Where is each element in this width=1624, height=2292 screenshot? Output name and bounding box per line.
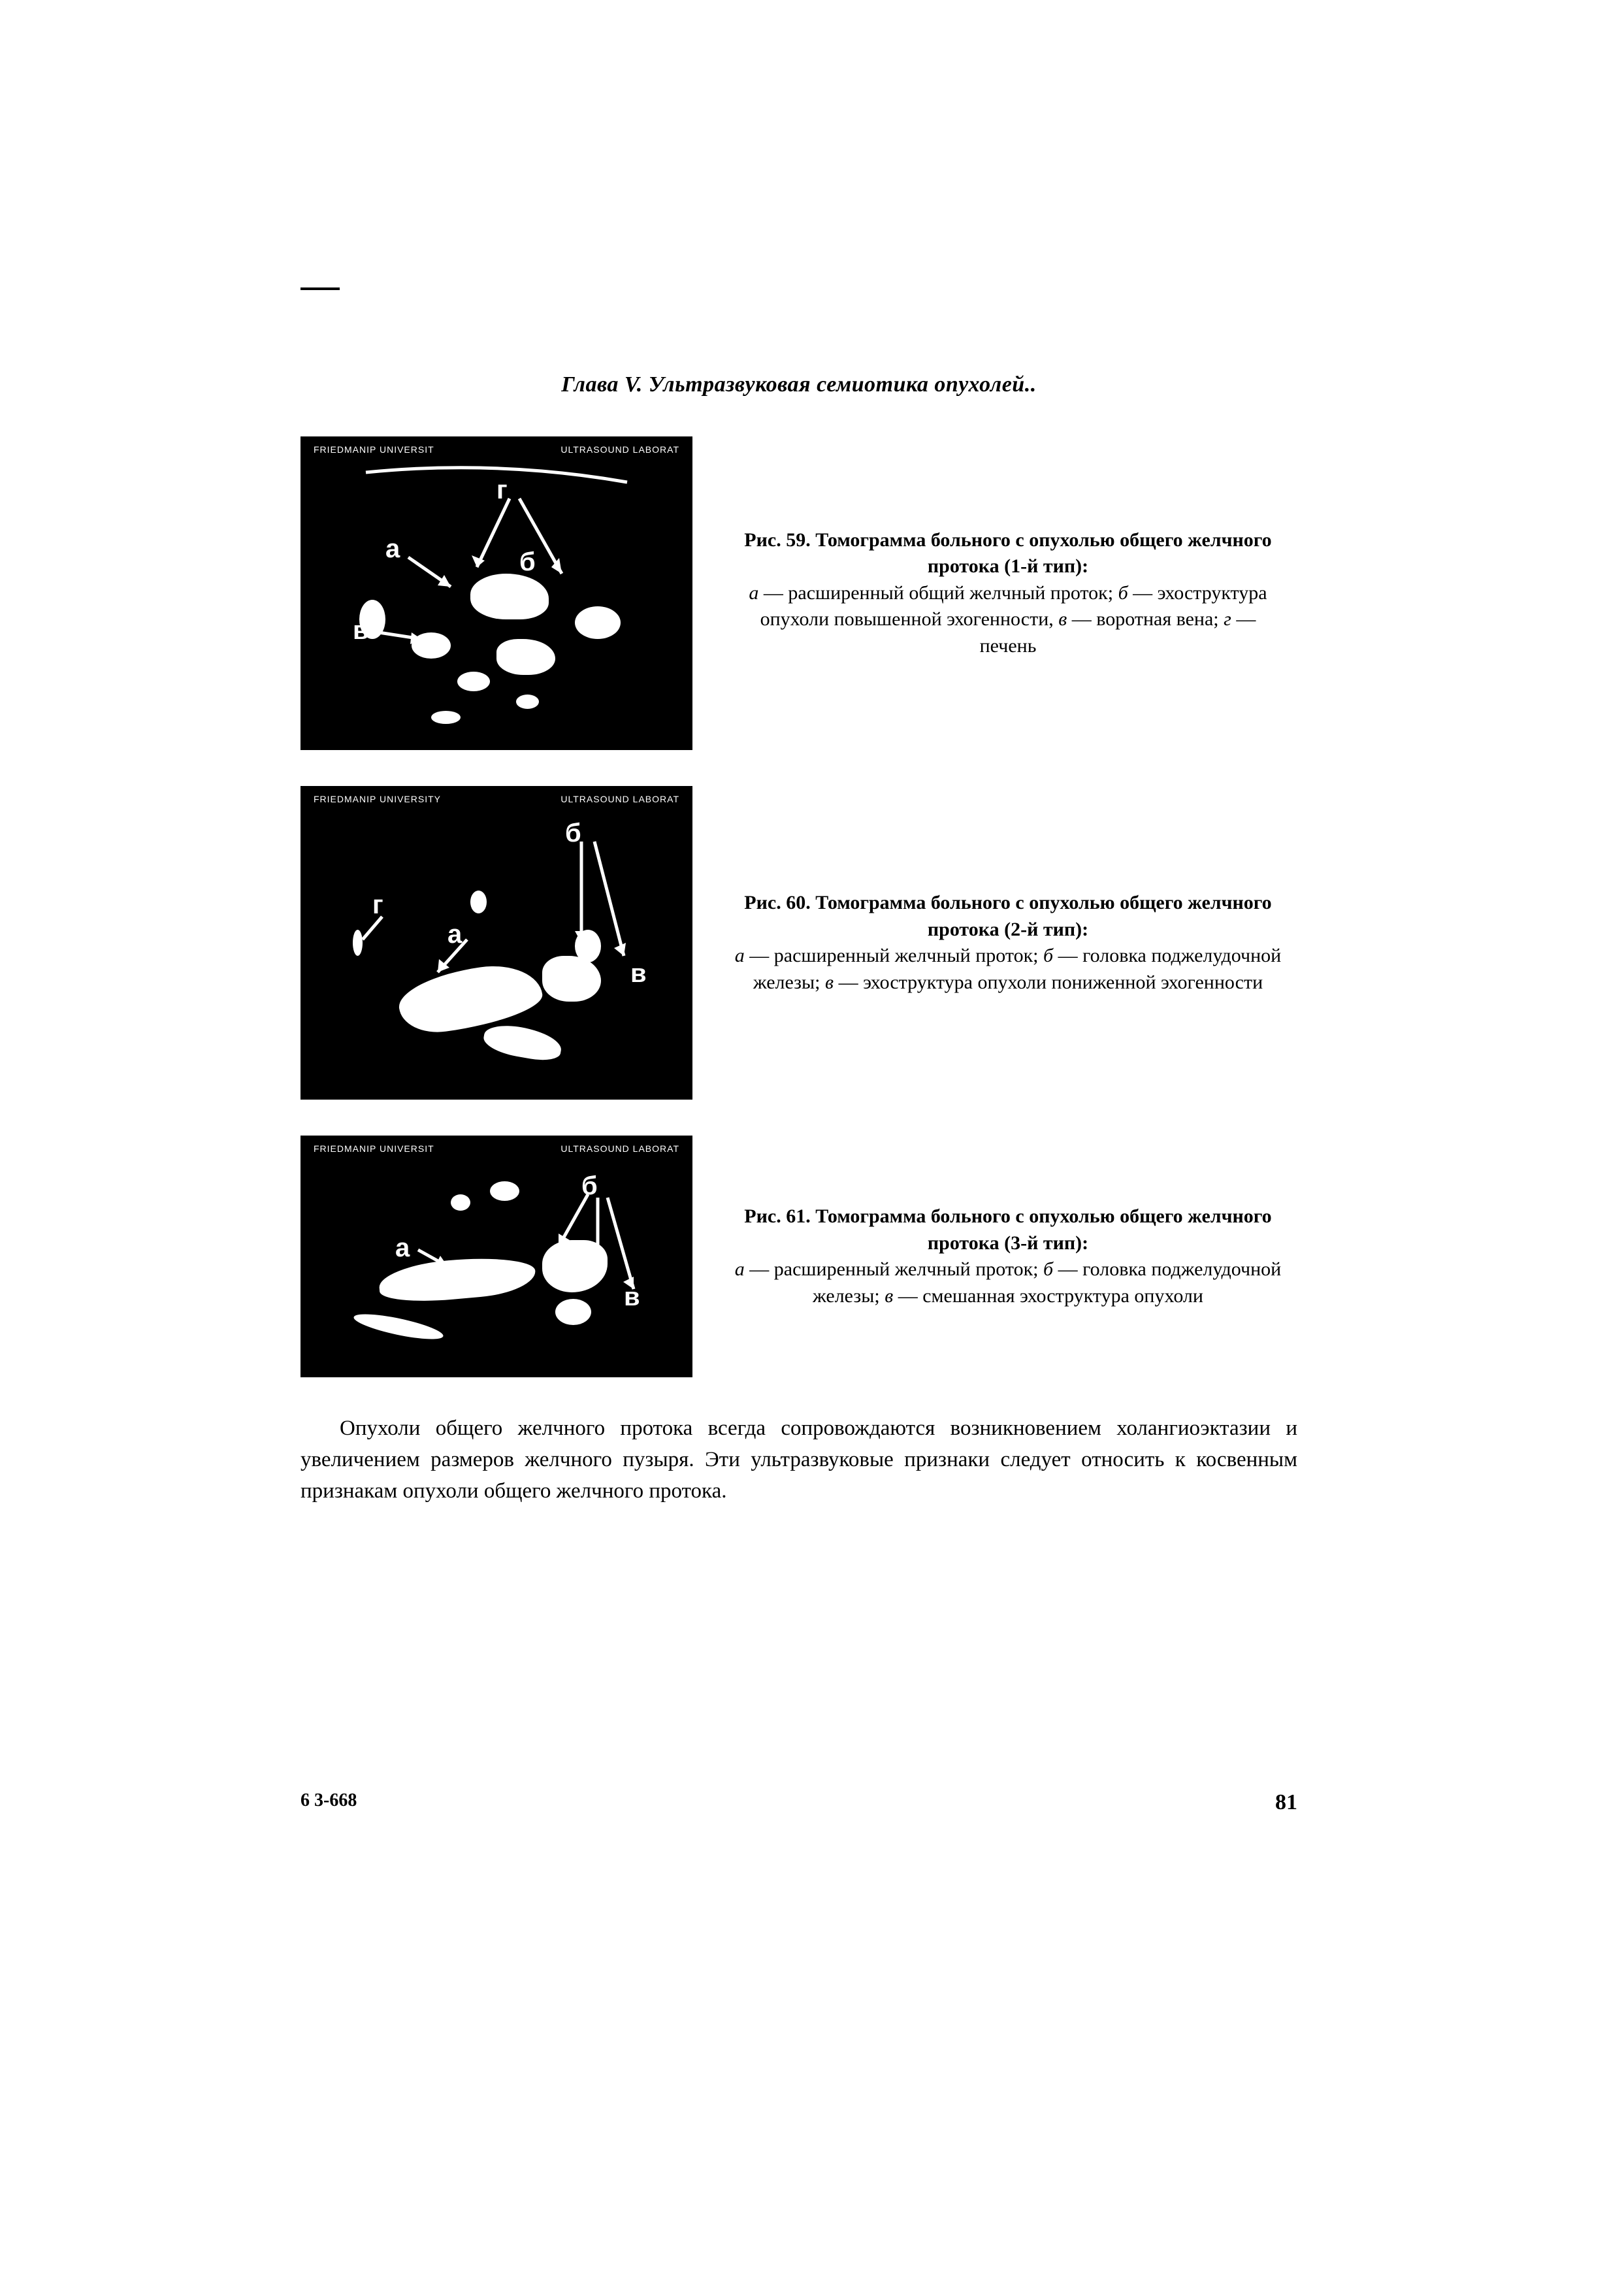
page-number: 81 — [1275, 1790, 1297, 1815]
label-v: в — [630, 959, 647, 989]
arrow-overlay — [300, 786, 692, 1100]
caption-key-v: в — [825, 972, 834, 993]
footer-left: 6 3-668 — [300, 1790, 357, 1815]
figure-row: FRIEDMANIP UNIVERSIT ULTRASOUND LABORAT — [300, 436, 1297, 750]
caption-text: — расширенный общий желчный проток; — [758, 582, 1118, 604]
label-v: в — [353, 616, 369, 646]
label-g: г — [496, 476, 508, 505]
label-b: б — [581, 1171, 598, 1201]
caption-title: Рис. 60. Томограмма больного с опухолью … — [744, 892, 1271, 940]
caption-key-v: в — [1058, 608, 1067, 630]
page-footer: 6 3-668 81 — [300, 1790, 1297, 1815]
caption-title: Рис. 59. Томограмма больного с опухолью … — [744, 529, 1271, 578]
body-paragraph-text: Опухоли общего желчного протока всегда с… — [300, 1413, 1297, 1507]
label-b: б — [565, 819, 581, 848]
caption-key-a: а — [735, 1258, 745, 1280]
figure-row: FRIEDMANIP UNIVERSITY ULTRASOUND LABORAT — [300, 786, 1297, 1100]
caption-key-a: а — [749, 582, 758, 604]
caption-text: — расширенный желчный проток; — [745, 945, 1043, 966]
caption-key-b: б — [1043, 945, 1053, 966]
chapter-header: Глава V. Ультразвуковая семиотика опухол… — [300, 372, 1297, 397]
figure-image-59: FRIEDMANIP UNIVERSIT ULTRASOUND LABORAT — [300, 436, 692, 750]
caption-text: — расширенный желчный проток; — [745, 1258, 1043, 1280]
label-a: а — [385, 534, 400, 564]
arrow-overlay — [300, 1136, 692, 1377]
figure-caption-59: Рис. 59. Томограмма больного с опухолью … — [692, 527, 1297, 660]
figure-image-60: FRIEDMANIP UNIVERSITY ULTRASOUND LABORAT — [300, 786, 692, 1100]
label-g: г — [372, 891, 383, 920]
figure-caption-61: Рис. 61. Томограмма больного с опухолью … — [692, 1203, 1297, 1309]
caption-key-b: б — [1043, 1258, 1053, 1280]
label-b: б — [519, 548, 536, 577]
top-dash — [300, 287, 340, 290]
page: Глава V. Ультразвуковая семиотика опухол… — [0, 0, 1624, 2292]
body-paragraph: Опухоли общего желчного протока всегда с… — [300, 1413, 1297, 1507]
caption-text: — эхоструктура опухоли пониженной эхоген… — [834, 972, 1263, 993]
figure-row: FRIEDMANIP UNIVERSIT ULTRASOUND LABORAT — [300, 1136, 1297, 1377]
caption-key-b: б — [1118, 582, 1128, 604]
caption-key-g: г — [1224, 608, 1231, 630]
figure-caption-60: Рис. 60. Томограмма больного с опухолью … — [692, 890, 1297, 996]
label-v: в — [624, 1283, 640, 1312]
caption-title: Рис. 61. Томограмма больного с опухолью … — [744, 1205, 1271, 1254]
label-a: а — [447, 920, 462, 949]
figure-image-61: FRIEDMANIP UNIVERSIT ULTRASOUND LABORAT — [300, 1136, 692, 1377]
caption-key-v: в — [885, 1285, 893, 1307]
caption-text: — воротная вена; — [1067, 608, 1224, 630]
caption-text: — смешанная эхоструктура опухоли — [893, 1285, 1203, 1307]
label-a: а — [395, 1234, 410, 1263]
caption-key-a: а — [735, 945, 745, 966]
